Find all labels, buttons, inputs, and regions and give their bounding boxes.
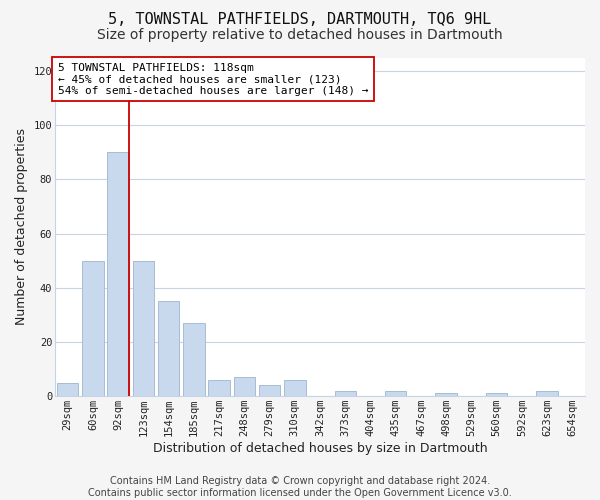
Bar [436,394,457,396]
Bar [208,380,230,396]
Bar [259,386,280,396]
Bar [133,260,154,396]
Text: 5 TOWNSTAL PATHFIELDS: 118sqm
← 45% of detached houses are smaller (123)
54% of : 5 TOWNSTAL PATHFIELDS: 118sqm ← 45% of d… [58,62,368,96]
Bar [486,394,508,396]
Y-axis label: Number of detached properties: Number of detached properties [15,128,28,326]
Bar [82,260,104,396]
Bar [385,390,406,396]
Bar [183,323,205,396]
Bar [57,382,79,396]
Text: Size of property relative to detached houses in Dartmouth: Size of property relative to detached ho… [97,28,503,42]
Bar [107,152,129,396]
Bar [233,377,255,396]
Text: 5, TOWNSTAL PATHFIELDS, DARTMOUTH, TQ6 9HL: 5, TOWNSTAL PATHFIELDS, DARTMOUTH, TQ6 9… [109,12,491,28]
Text: Contains HM Land Registry data © Crown copyright and database right 2024.
Contai: Contains HM Land Registry data © Crown c… [88,476,512,498]
Bar [284,380,305,396]
Bar [158,302,179,396]
Bar [335,390,356,396]
X-axis label: Distribution of detached houses by size in Dartmouth: Distribution of detached houses by size … [153,442,487,455]
Bar [536,390,558,396]
